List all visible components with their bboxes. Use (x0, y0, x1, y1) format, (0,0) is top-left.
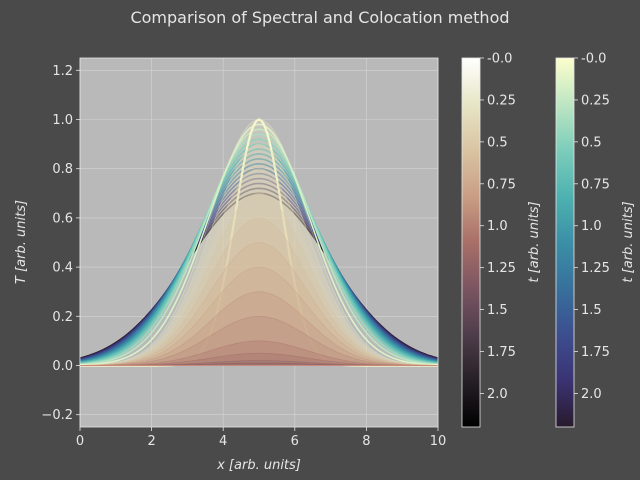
y-axis-label: T [arb. units] (14, 200, 29, 284)
colorbar-tick-label: -0.0 (487, 52, 512, 67)
spectral-curve (80, 123, 438, 366)
colorbar-tick-label: 1.75 (487, 345, 516, 360)
y-tick-label: 0.8 (52, 162, 73, 177)
spectral-curve (80, 138, 438, 365)
y-tick-label: 1.0 (52, 113, 73, 128)
colocation-curve (80, 242, 438, 366)
y-tick-label: 0.0 (52, 359, 73, 374)
colorbar-tick-label: 1.25 (487, 261, 516, 276)
spectral-curve (80, 133, 438, 365)
y-tick-label: −0.2 (41, 408, 73, 423)
x-tick-label: 6 (291, 434, 299, 449)
x-axis-ticks: 0 2 4 6 8 10 (76, 427, 446, 449)
y-tick-label: 1.2 (52, 64, 73, 79)
colorbar-tick-label: 1.75 (581, 345, 610, 360)
y-tick-label: 0.2 (52, 310, 73, 325)
y-tick-label: 0.6 (52, 211, 73, 226)
colorbar-tick-label: 1.5 (581, 303, 602, 318)
y-axis-ticks: −0.2 0.0 0.2 0.4 0.6 0.8 1.0 1.2 (41, 64, 80, 423)
colorbar-tick-label: 1.0 (487, 219, 508, 234)
x-tick-label: 2 (147, 434, 155, 449)
colorbar-tick-label: 1.5 (487, 303, 508, 318)
colorbar-tick-label: 2.0 (487, 387, 508, 402)
x-tick-label: 0 (76, 434, 84, 449)
colorbar-deep-ticks: -0.0 0.25 0.5 0.75 1.0 1.25 1.5 1.75 2.0 (574, 52, 610, 402)
colorbar-tick-label: 0.75 (487, 177, 516, 192)
colorbar-tick-label: 0.75 (581, 177, 610, 192)
colorbar-pink: -0.0 0.25 0.5 0.75 1.0 1.25 1.5 1.75 2.0 t [arb.… (461, 52, 542, 428)
spectral-curve (80, 162, 438, 362)
plot-frame (79, 57, 439, 428)
colorbar-pink-ticks: -0.0 0.25 0.5 0.75 1.0 1.25 1.5 1.75 2.0 (480, 52, 516, 402)
colorbar-pink-gradient (461, 57, 481, 428)
colorbar-tick-label: 2.0 (581, 387, 602, 402)
colorbar-pink-label: t [arb. units] (527, 201, 542, 282)
curve-layer (80, 118, 438, 367)
x-axis-label: x [arb. units] (216, 458, 301, 473)
colocation-curve (80, 192, 438, 366)
colorbar-deep-label: t [arb. units] (621, 201, 636, 282)
chart-title: Comparison of Spectral and Colocation me… (130, 8, 509, 27)
colorbar-tick-label: 1.25 (581, 261, 610, 276)
colorbar-tick-label: 0.5 (581, 135, 602, 150)
x-tick-label: 10 (430, 434, 447, 449)
x-tick-label: 4 (219, 434, 227, 449)
spectral-curve (80, 153, 438, 363)
y-tick-label: 0.4 (52, 261, 73, 276)
colorbar-tick-label: -0.0 (581, 52, 606, 67)
colorbar-deep-gradient (555, 57, 575, 428)
colorbar-deep: -0.0 0.25 0.5 0.75 1.0 1.25 1.5 1.75 2.0 t [arb.… (555, 52, 636, 428)
colocation-curve (80, 291, 438, 366)
colorbar-tick-label: 1.0 (581, 219, 602, 234)
colocation-curve (80, 143, 438, 366)
colorbar-tick-label: 0.25 (581, 93, 610, 108)
spectral-curve (80, 158, 438, 363)
colorbar-tick-label: 0.25 (487, 93, 516, 108)
spectral-curve (80, 148, 438, 364)
colorbar-tick-label: 0.5 (487, 135, 508, 150)
spectral-curve (80, 128, 438, 366)
x-tick-label: 8 (362, 434, 370, 449)
